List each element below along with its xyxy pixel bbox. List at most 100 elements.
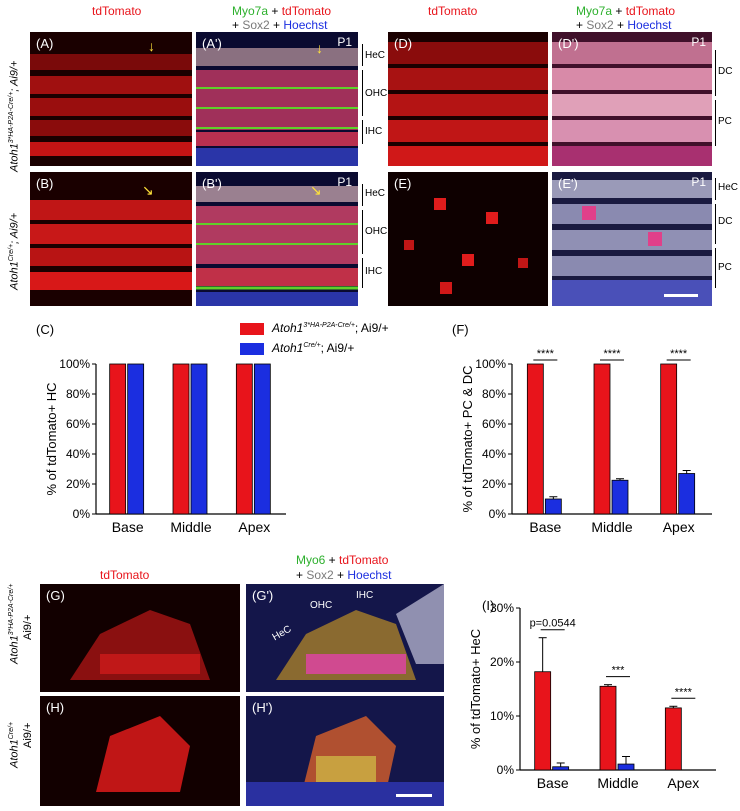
y-tick-label: 10% — [490, 709, 514, 723]
y-tick-label: 20% — [66, 477, 90, 491]
panel-label-d-prime: (D') — [558, 36, 579, 51]
legend-swatch-red — [240, 322, 264, 335]
age-label: P1 — [691, 175, 706, 189]
bar-blue — [617, 763, 635, 771]
header-sox2: Sox2 — [586, 18, 614, 32]
age-label: P1 — [337, 175, 352, 189]
y-tick-label: 20% — [490, 655, 514, 669]
header-myo7a: Myo7a — [576, 4, 613, 18]
bar-red — [593, 363, 611, 515]
scale-bar — [664, 294, 698, 297]
panel-label-d: (D) — [394, 36, 413, 51]
bracket-line — [362, 210, 363, 254]
row-label-gene: Atoh1 — [8, 261, 21, 290]
bracket-line — [362, 70, 363, 116]
legend-gene: Atoh1 — [272, 321, 304, 335]
header-hoechst: Hoechst — [347, 568, 392, 582]
bar-red — [109, 363, 127, 515]
row-label-h: Atoh1Cre/+ — [8, 722, 21, 768]
panel-label-f: (F) — [452, 322, 469, 337]
bar-red — [660, 363, 678, 515]
significance-label: **** — [537, 348, 555, 360]
panel-a-image — [30, 54, 192, 156]
panel-label-b-prime: (B') — [202, 176, 222, 191]
panel-b-prime-image — [196, 186, 358, 306]
legend-swatch-blue — [240, 342, 264, 355]
row-label-gene: Atoh1 — [8, 635, 21, 664]
bracket-ihc: IHC — [365, 126, 383, 137]
bracket-line — [715, 178, 716, 200]
bracket-ohc: OHC — [365, 88, 388, 99]
row-label-h-ai9: Ai9/+ — [22, 722, 34, 748]
bracket-line — [715, 248, 716, 288]
row-label-gene: Atoh1 — [8, 143, 21, 172]
panel-label-i: (I) — [482, 598, 495, 613]
header-plus: + — [268, 4, 282, 18]
scale-bar — [396, 794, 432, 797]
bracket-pc: PC — [718, 262, 732, 273]
row-label-sup: 3*HA-P2A-Cre/+ — [8, 91, 15, 144]
header-tdtomato: tdTomato — [625, 4, 676, 18]
x-tick-label: Base — [112, 519, 144, 535]
header-merge-g: Myo6 + tdTomato — [296, 553, 388, 567]
row-label-top2: Atoh1Cre/+; Ai9/+ — [8, 213, 21, 290]
x-tick-label: Middle — [170, 519, 211, 535]
bar-red — [526, 363, 544, 515]
bracket-line — [362, 44, 363, 66]
x-tick-label: Apex — [663, 519, 695, 535]
bar-blue — [552, 766, 570, 771]
header-tdtomato-a: tdTomato — [92, 4, 142, 18]
significance-label: p=0.0544 — [530, 618, 576, 630]
panel-e-prime-image — [552, 180, 712, 306]
arrow-icon: ↘ — [142, 182, 154, 198]
age-label: P1 — [337, 35, 352, 49]
header-plus: + — [612, 4, 626, 18]
bar-blue — [127, 363, 145, 515]
row-label-rest: ; Ai9/+ — [8, 212, 21, 244]
y-tick-label: 0% — [489, 507, 507, 521]
chart-f: 0% 20% 40% 60% 80% 100%% of tdTomato+ PC & DC… — [460, 348, 712, 535]
chart-c: 0% 20% 40% 60% 80% 100%% of tdTomato+ HC Base M… — [44, 357, 286, 535]
header-tdtomato: tdTomato — [281, 4, 332, 18]
significance-label: **** — [675, 686, 693, 698]
micrograph-panel-a: (A) ↓ — [30, 32, 192, 166]
significance-label: **** — [670, 348, 688, 360]
y-tick-label: 80% — [66, 387, 90, 401]
header-plus: + — [333, 568, 348, 582]
panel-label-b: (B) — [36, 176, 54, 191]
legend-item-1: Atoh13*HA-P2A-Cre/+; Ai9/+ — [240, 321, 389, 335]
row-label-gene: Atoh1 — [8, 739, 21, 768]
x-tick-label: Base — [537, 775, 569, 791]
bracket-ihc: IHC — [365, 266, 383, 277]
header-plus: + — [296, 568, 307, 582]
panel-label-a-prime: (A') — [202, 36, 222, 51]
header-tdtomato-g: tdTomato — [100, 568, 150, 582]
header-tdtomato: tdTomato — [339, 553, 389, 567]
panel-h-image — [96, 716, 190, 792]
row-label-g: Atoh13*HA-P2A-Cre/+ — [8, 584, 21, 664]
panel-label-a: (A) — [36, 36, 54, 51]
bracket-dc: DC — [718, 66, 733, 77]
header-merge-d-line2: + Sox2 + Hoechst — [576, 18, 671, 32]
arrow-icon: ↘ — [310, 182, 322, 198]
bracket-ohc: OHC — [365, 226, 388, 237]
legend-gene: Atoh1 — [272, 341, 304, 355]
header-merge-a-line2: + Sox2 + Hoechst — [232, 18, 327, 32]
micrograph-panel-h-prime: (H') — [246, 696, 444, 806]
bar-red — [235, 363, 253, 515]
y-tick-label: 100% — [59, 357, 90, 371]
row-label-sup: 3*HA-P2A-Cre/+ — [8, 583, 15, 636]
bracket-hec: HeC — [365, 50, 386, 61]
y-axis-label: % of tdTomato+ HC — [44, 382, 59, 495]
header-merge-d: Myo7a + tdTomato — [576, 4, 675, 18]
bar-red — [172, 363, 190, 515]
legend-sup: 3*HA-P2A-Cre/+ — [303, 322, 355, 329]
row-label-sup: Cre/+ — [8, 721, 15, 740]
bar-blue — [190, 363, 208, 515]
y-axis-label: % of tdTomato+ HeC — [468, 629, 483, 749]
micrograph-panel-b-prime: (B') P1 ↘ — [196, 172, 358, 306]
panel-h-prime-image — [246, 716, 444, 806]
y-tick-label: 60% — [482, 417, 506, 431]
age-label: P1 — [691, 35, 706, 49]
bracket-line — [715, 100, 716, 146]
